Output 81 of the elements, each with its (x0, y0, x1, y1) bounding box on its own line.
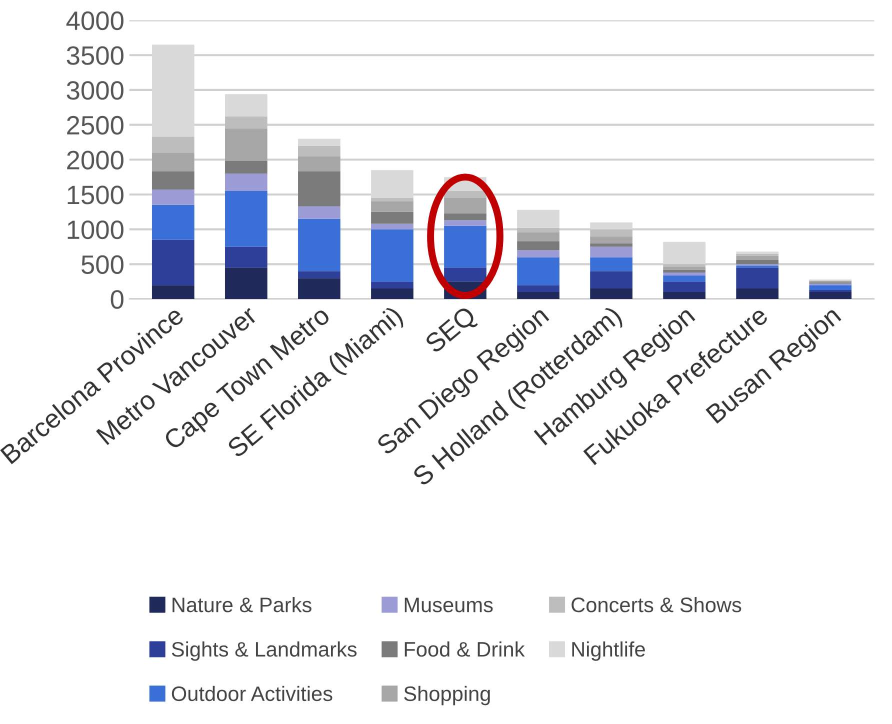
y-tick-label: 2500 (67, 116, 124, 135)
bar (225, 128, 268, 162)
bar (298, 146, 340, 156)
bar (590, 229, 632, 236)
legend-label: Nightlife (572, 641, 645, 661)
bar (663, 270, 706, 273)
bar (225, 161, 268, 174)
y-tick-label: 3500 (66, 46, 124, 65)
y-tick-label: 1500 (68, 186, 124, 204)
bar (444, 268, 486, 282)
bar (152, 204, 194, 240)
y-tick-label: 3000 (66, 81, 124, 100)
bar (298, 218, 340, 272)
bar (590, 288, 632, 300)
bar (371, 212, 414, 224)
bar (517, 257, 560, 286)
bar (225, 174, 268, 191)
bar (590, 257, 632, 272)
y-tick-label: 2000 (67, 150, 124, 170)
bar (298, 171, 340, 206)
bar (517, 241, 560, 250)
bar (444, 191, 486, 198)
legend-label: Concerts & Shows (572, 596, 742, 612)
legend-label: Shopping (404, 686, 490, 706)
bar (517, 250, 560, 258)
y-tick-label: 4000 (66, 11, 124, 30)
bar (371, 229, 414, 282)
bar (809, 285, 852, 290)
bar (298, 156, 340, 172)
legend-label: Outdoor Activities (172, 686, 332, 702)
bar (371, 288, 414, 300)
bar (225, 268, 268, 300)
bar (152, 171, 194, 190)
bar (590, 271, 632, 289)
legend-label: Sights & Landmarks (172, 641, 357, 661)
legend-label: Food & Drink (404, 641, 525, 657)
bar (152, 285, 194, 300)
bar (152, 190, 194, 205)
bar (809, 290, 852, 292)
bar (225, 116, 268, 128)
bar (517, 285, 560, 292)
bar (444, 213, 486, 220)
bar (663, 272, 706, 276)
bar (298, 138, 340, 146)
bar (663, 266, 706, 270)
bar (444, 198, 486, 214)
y-tick-label: 500 (82, 255, 124, 274)
bar (225, 94, 268, 116)
bar (517, 228, 560, 232)
bar (152, 152, 194, 172)
bar (152, 136, 194, 153)
bar (371, 282, 414, 289)
bar (663, 292, 706, 300)
bar (517, 210, 560, 228)
bar (225, 246, 268, 268)
bar (663, 275, 706, 282)
bar (590, 246, 632, 258)
bar (298, 271, 340, 278)
legend-label: Nature & Parks (172, 596, 312, 612)
bar (371, 198, 414, 202)
bar (517, 292, 560, 300)
bar (736, 288, 778, 300)
bar (517, 232, 560, 242)
bar (298, 206, 340, 219)
y-tick-label: 0 (110, 290, 124, 309)
bar (663, 282, 706, 292)
bar (736, 256, 778, 260)
bar (298, 278, 340, 300)
bar (590, 236, 632, 244)
bar (225, 191, 268, 247)
bar (371, 201, 414, 212)
bar (371, 224, 414, 230)
bar (444, 220, 486, 226)
legend-label: Museums (404, 598, 493, 612)
bar (736, 268, 778, 289)
bar (809, 292, 852, 300)
bar (736, 260, 778, 264)
bar (663, 264, 706, 267)
bar (444, 226, 486, 268)
y-tick-label: 1000 (68, 220, 124, 240)
bar (152, 240, 194, 286)
